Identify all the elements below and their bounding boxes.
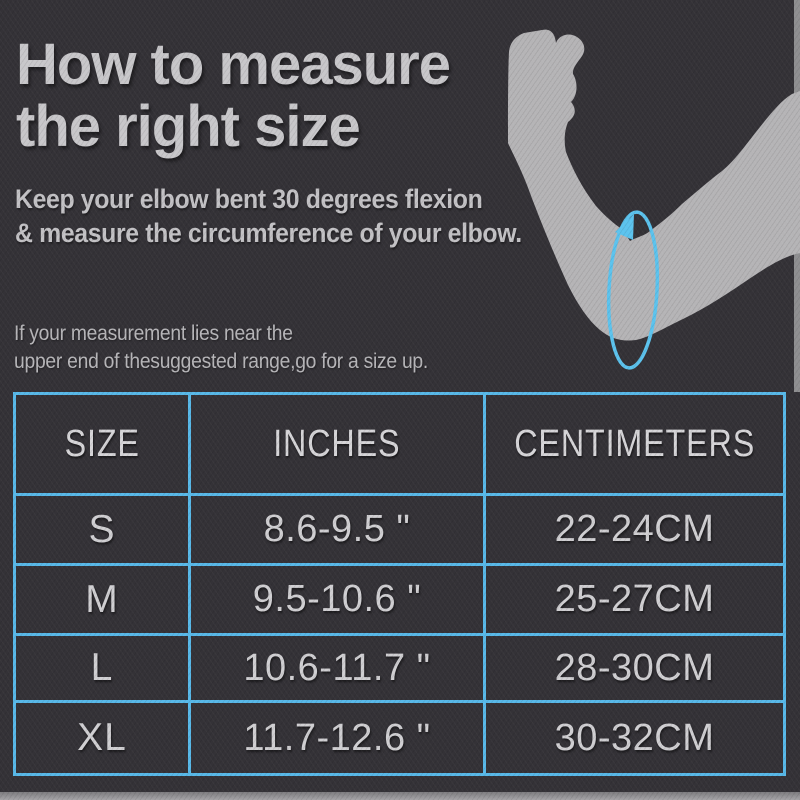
cell-centimeters: 28-30CM [483, 633, 786, 703]
table-row: L 10.6-11.7 " 28-30CM [13, 633, 786, 703]
cell-centimeters: 22-24CM [483, 493, 786, 566]
cell-inches: 11.7-12.6 " [188, 700, 486, 776]
column-header-size: SIZE [13, 392, 191, 496]
cell-size: M [13, 563, 191, 636]
table-row: M 9.5-10.6 " 25-27CM [13, 563, 786, 636]
measure-instructions-line2: & measure the circumference of your elbo… [15, 218, 522, 248]
size-up-note-line1: If your measurement lies near the [14, 322, 293, 345]
page-title-line2: the right size [16, 94, 361, 159]
cell-centimeters: 30-32CM [483, 700, 786, 776]
table-row: XL 11.7-12.6 " 30-32CM [13, 700, 786, 776]
size-up-note: If your measurement lies near the upper … [14, 320, 428, 376]
bent-arm-silhouette-icon [508, 29, 800, 341]
page-title: How to measure the right size [16, 32, 451, 159]
page-title-line1: How to measure [16, 32, 451, 97]
table-header-row: SIZE INCHES CENTIMETERS [13, 392, 786, 496]
measure-instructions-line1: Keep your elbow bent 30 degrees flexion [15, 184, 483, 214]
measure-instructions: Keep your elbow bent 30 degrees flexion … [15, 182, 522, 250]
cell-inches: 8.6-9.5 " [188, 493, 486, 566]
measuring-loop-icon [606, 210, 660, 370]
table-row: S 8.6-9.5 " 22-24CM [13, 493, 786, 566]
cell-inches: 10.6-11.7 " [188, 633, 486, 703]
column-header-centimeters: CENTIMETERS [483, 392, 786, 496]
bottom-edge-bar [0, 792, 800, 800]
cell-centimeters: 25-27CM [483, 563, 786, 636]
size-chart-table: SIZE INCHES CENTIMETERS S 8.6-9.5 " 22-2… [13, 392, 786, 776]
cell-size: L [13, 633, 191, 703]
cell-size: S [13, 493, 191, 566]
cell-size: XL [13, 700, 191, 776]
column-header-inches: INCHES [188, 392, 486, 496]
cell-inches: 9.5-10.6 " [188, 563, 486, 636]
size-up-note-line2: upper end of thesuggested range,go for a… [14, 350, 428, 373]
